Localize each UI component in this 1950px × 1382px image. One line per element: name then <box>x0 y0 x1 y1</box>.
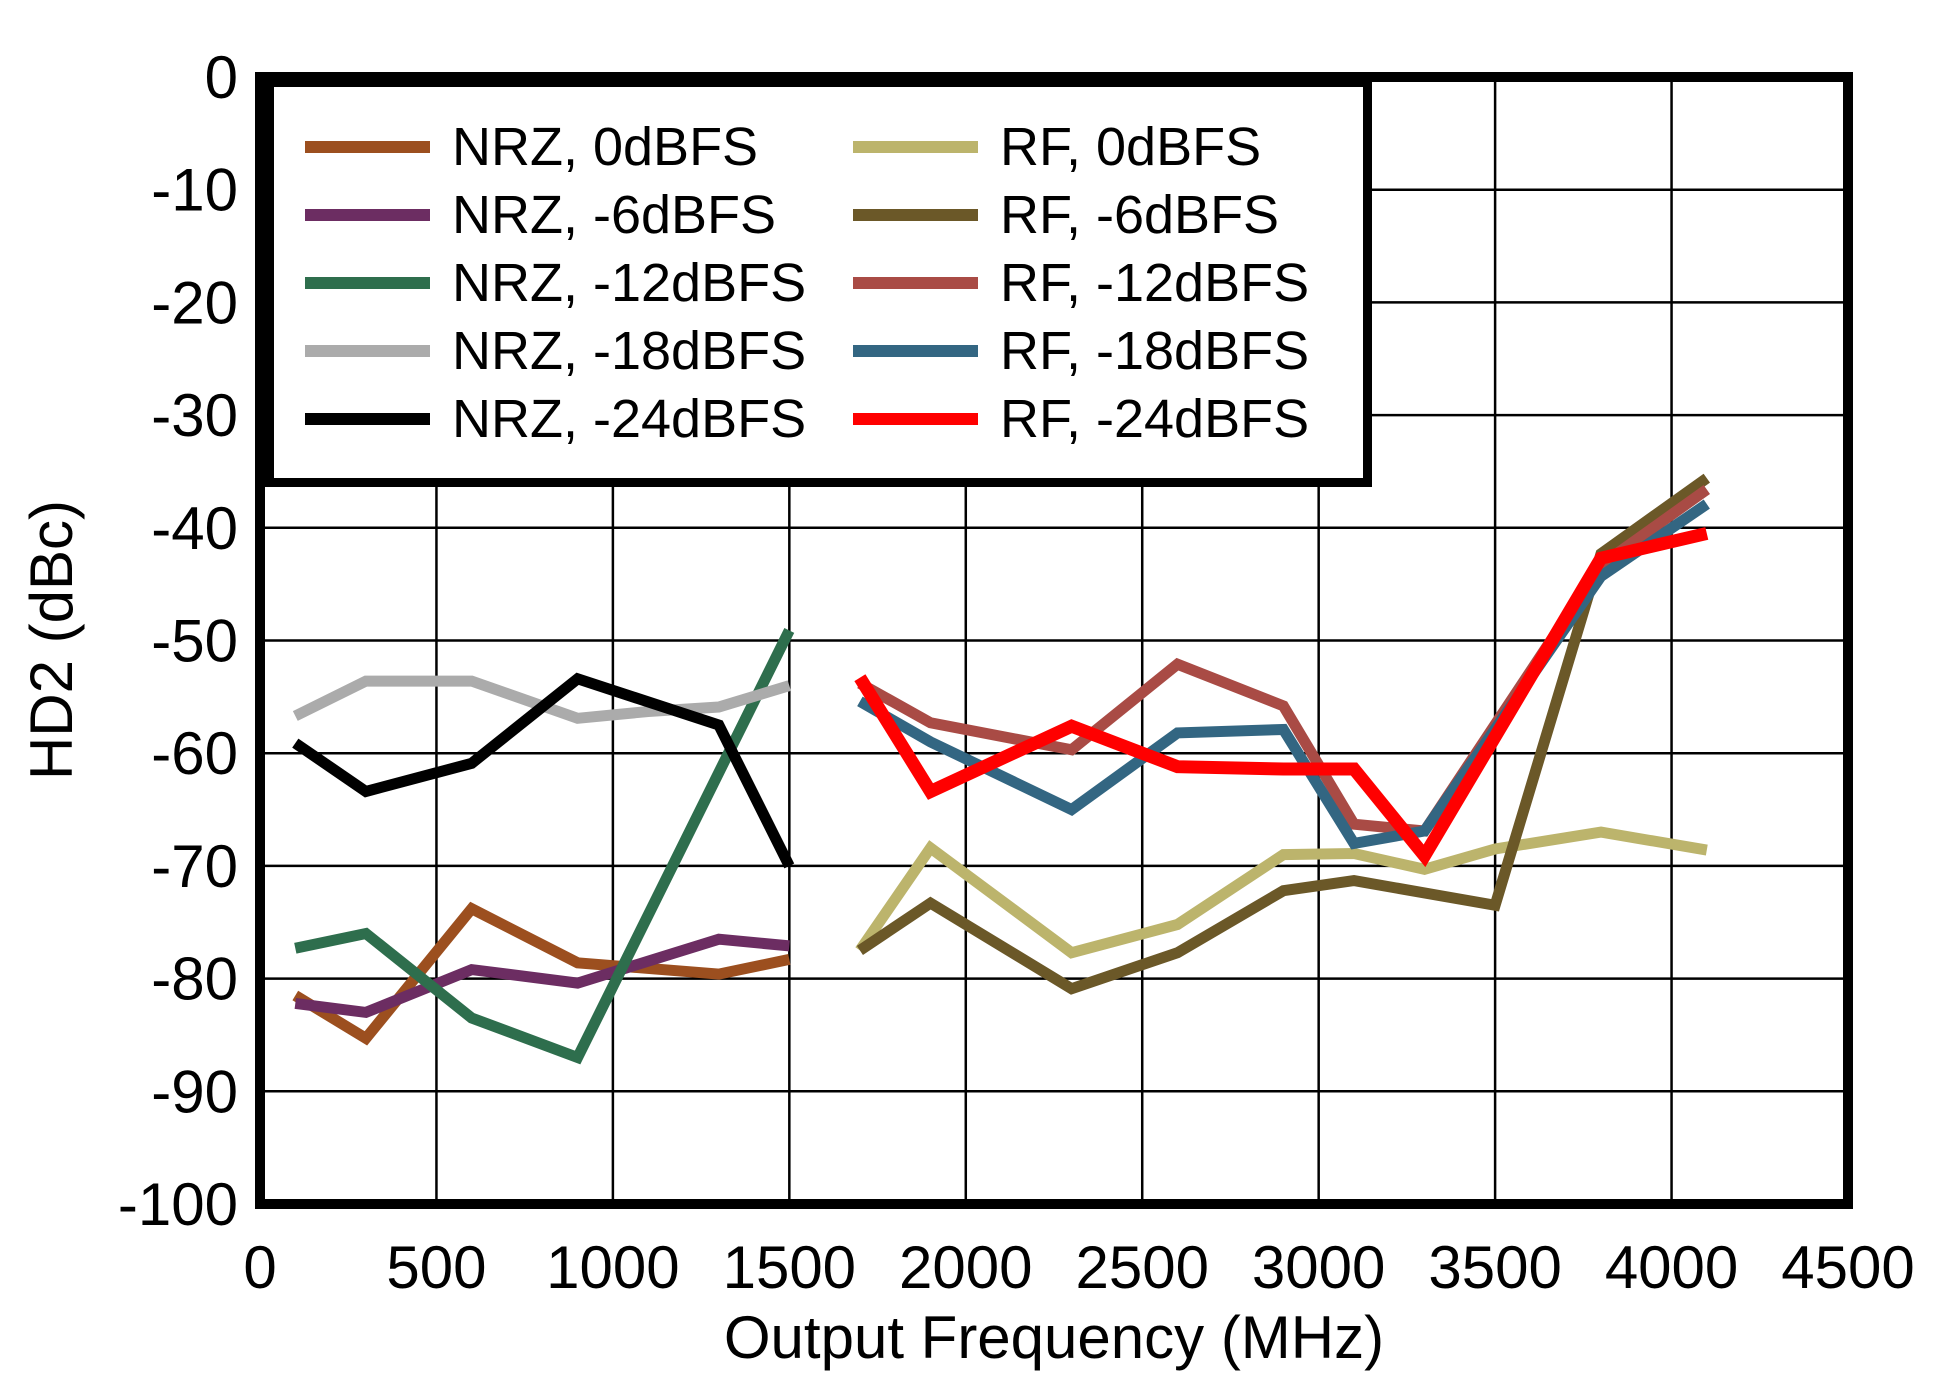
legend-label-rf-24dbfs: RF, -24dBFS <box>1000 389 1310 449</box>
legend-entry-nrz-6dbfs: NRZ, -6dBFS <box>305 181 853 249</box>
x-tick-label-500: 500 <box>386 1234 486 1301</box>
legend-label-nrz-18dbfs: NRZ, -18dBFS <box>452 321 807 381</box>
plot-frame <box>255 72 1853 1209</box>
y-tick-label-0: 0 <box>205 44 238 111</box>
series-line-nrz-0dbfs <box>292 901 791 1046</box>
legend-label-rf-6dbfs: RF, -6dBFS <box>1000 185 1280 245</box>
y-tick-label--10: -10 <box>151 157 238 224</box>
legend-entry-rf-12dbfs: RF, -12dBFS <box>853 249 1363 317</box>
y-tick-label--70: -70 <box>151 833 238 900</box>
y-tick-label--20: -20 <box>151 269 238 336</box>
legend-swatch-rf-6dbfs <box>853 209 978 221</box>
y-tick-label--60: -60 <box>151 720 238 787</box>
legend-entry-nrz-24dbfs: NRZ, -24dBFS <box>305 385 853 453</box>
series-line-nrz-6dbfs <box>294 933 790 1019</box>
legend-box: NRZ, 0dBFS NRZ, -6dBFS NRZ, -12dBFS NRZ, -1… <box>265 78 1372 487</box>
x-tick-label-4000: 4000 <box>1605 1234 1738 1301</box>
legend-entry-rf-18dbfs: RF, -18dBFS <box>853 317 1363 385</box>
legend-swatch-rf-24dbfs <box>853 413 978 425</box>
legend-label-rf-12dbfs: RF, -12dBFS <box>1000 253 1310 313</box>
legend-label-nrz-6dbfs: NRZ, -6dBFS <box>452 185 777 245</box>
legend-swatch-rf-12dbfs <box>853 277 978 289</box>
x-tick-label-3500: 3500 <box>1428 1234 1561 1301</box>
series-line-nrz-12dbfs <box>294 627 795 1065</box>
legend-swatch-nrz-12dbfs <box>305 277 430 289</box>
x-tick-label-2500: 2500 <box>1075 1234 1208 1301</box>
x-tick-label-1000: 1000 <box>546 1234 679 1301</box>
x-tick-label-4500: 4500 <box>1781 1234 1914 1301</box>
series-line-nrz-24dbfs <box>292 672 795 869</box>
legend-swatch-nrz-24dbfs <box>305 413 430 425</box>
legend-swatch-nrz-6dbfs <box>305 209 430 221</box>
series-line-rf-18dbfs <box>857 499 1710 850</box>
legend-swatch-rf-0dbfs <box>853 141 978 153</box>
legend-label-nrz-12dbfs: NRZ, -12dBFS <box>452 253 807 313</box>
y-tick-label--80: -80 <box>151 946 238 1013</box>
legend-entry-rf-0dbfs: RF, 0dBFS <box>853 113 1363 181</box>
x-axis-title: Output Frequency (MHz) <box>724 1304 1384 1371</box>
legend-entry-nrz-0dbfs: NRZ, 0dBFS <box>305 113 853 181</box>
legend-label-rf-0dbfs: RF, 0dBFS <box>1000 117 1262 177</box>
x-tick-label-3000: 3000 <box>1252 1234 1385 1301</box>
legend-label-nrz-0dbfs: NRZ, 0dBFS <box>452 117 759 177</box>
series-lines <box>292 473 1710 1065</box>
legend-swatch-rf-18dbfs <box>853 345 978 357</box>
series-line-rf-24dbfs <box>854 527 1709 868</box>
y-tick-label--100: -100 <box>118 1171 238 1238</box>
y-axis-title: HD2 (dBc) <box>18 500 85 780</box>
legend-entry-rf-24dbfs: RF, -24dBFS <box>853 385 1363 453</box>
x-tick-label-0: 0 <box>243 1234 276 1301</box>
legend-entry-nrz-12dbfs: NRZ, -12dBFS <box>305 249 853 317</box>
legend-label-nrz-24dbfs: NRZ, -24dBFS <box>452 389 807 449</box>
tick-labels: 0 500 1000 1500 2000 2500 3000 3500 4000 45000-10… <box>118 44 1915 1301</box>
series-line-rf-0dbfs <box>855 826 1708 959</box>
y-tick-label--90: -90 <box>151 1058 238 1125</box>
series-line-rf-6dbfs <box>856 473 1710 995</box>
legend-entry-rf-6dbfs: RF, -6dBFS <box>853 181 1363 249</box>
y-tick-label--40: -40 <box>151 495 238 562</box>
x-tick-label-2000: 2000 <box>899 1234 1032 1301</box>
series-line-nrz-18dbfs <box>292 675 791 724</box>
y-tick-label--50: -50 <box>151 608 238 675</box>
x-tick-label-1500: 1500 <box>723 1234 856 1301</box>
legend-label-rf-18dbfs: RF, -18dBFS <box>1000 321 1310 381</box>
legend-swatch-nrz-0dbfs <box>305 141 430 153</box>
legend-swatch-nrz-18dbfs <box>305 345 430 357</box>
y-tick-label--30: -30 <box>151 382 238 449</box>
legend-entry-nrz-18dbfs: NRZ, -18dBFS <box>305 317 853 385</box>
series-line-rf-12dbfs <box>857 485 1710 837</box>
